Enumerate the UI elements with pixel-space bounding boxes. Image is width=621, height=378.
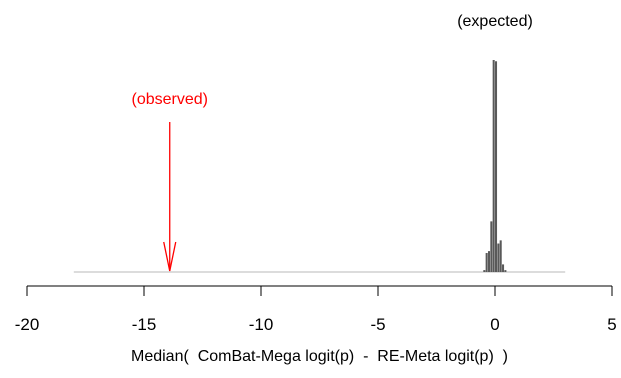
histogram-bar-7	[499, 240, 502, 272]
x-axis-ticks: -20 -15 -10 -5 0 5	[15, 286, 617, 334]
x-tick-label-2: -10	[249, 315, 274, 334]
histogram-bar-3	[490, 221, 493, 272]
expected-annotation: (expected)	[457, 13, 533, 30]
observed-annotation: (observed)	[131, 91, 207, 108]
histogram-bar-5	[495, 61, 498, 272]
histogram-bar-8	[502, 264, 505, 272]
histogram-bar-1	[485, 253, 488, 272]
histogram-bar-0	[483, 270, 486, 272]
x-tick-label-0: -20	[15, 315, 40, 334]
histogram-bar-4	[492, 60, 495, 272]
chart-annotations: (expected) (observed)	[131, 13, 533, 272]
x-tick-label-3: -5	[370, 315, 385, 334]
x-tick-label-4: 0	[490, 315, 499, 334]
x-tick-label-5: 5	[607, 315, 616, 334]
x-axis-title: Median( ComBat-Mega logit(p) - RE-Meta l…	[131, 348, 508, 365]
observed-arrow-head	[163, 241, 177, 272]
histogram-bars	[483, 60, 507, 272]
histogram-bar-6	[497, 243, 500, 272]
histogram-bar-9	[504, 270, 507, 272]
histogram-bar-2	[487, 251, 491, 272]
x-tick-label-1: -15	[132, 315, 157, 334]
